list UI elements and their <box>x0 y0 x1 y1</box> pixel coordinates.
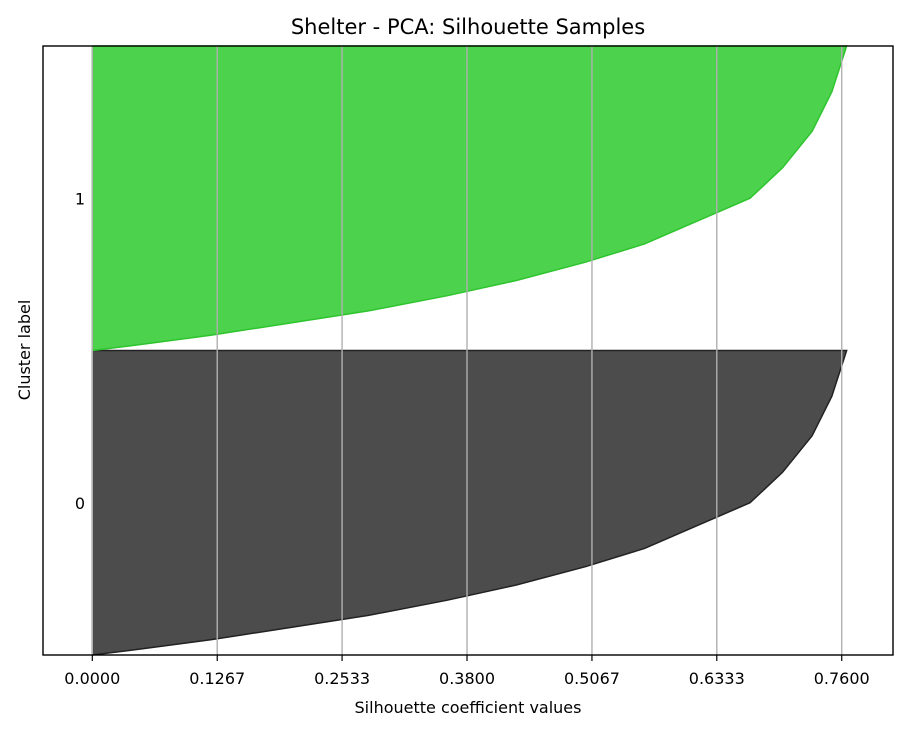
x-tick-label: 0.6333 <box>689 669 745 688</box>
plot-area: 0 1 0.0000 0.1267 0.2533 0.3800 0.5067 0.6333 0.… <box>42 45 894 688</box>
x-tick-label: 0.0000 <box>64 669 120 688</box>
y-tick-label-1: 1 <box>75 189 85 208</box>
silhouette-area-cluster-0 <box>91 349 848 656</box>
x-tick-label: 0.2533 <box>314 669 370 688</box>
x-tick-label: 0.7600 <box>814 669 870 688</box>
plot-frame <box>42 45 894 656</box>
chart-title: Shelter - PCA: Silhouette Samples <box>291 15 645 39</box>
x-tick-label: 0.1267 <box>189 669 245 688</box>
y-axis-label: Cluster label <box>15 300 34 401</box>
x-axis-label: Silhouette coefficient values <box>355 698 582 717</box>
silhouette-area-cluster-1 <box>91 45 848 352</box>
x-tick-label: 0.5067 <box>564 669 620 688</box>
y-tick-label-0: 0 <box>75 494 85 513</box>
x-tick-label: 0.3800 <box>439 669 495 688</box>
